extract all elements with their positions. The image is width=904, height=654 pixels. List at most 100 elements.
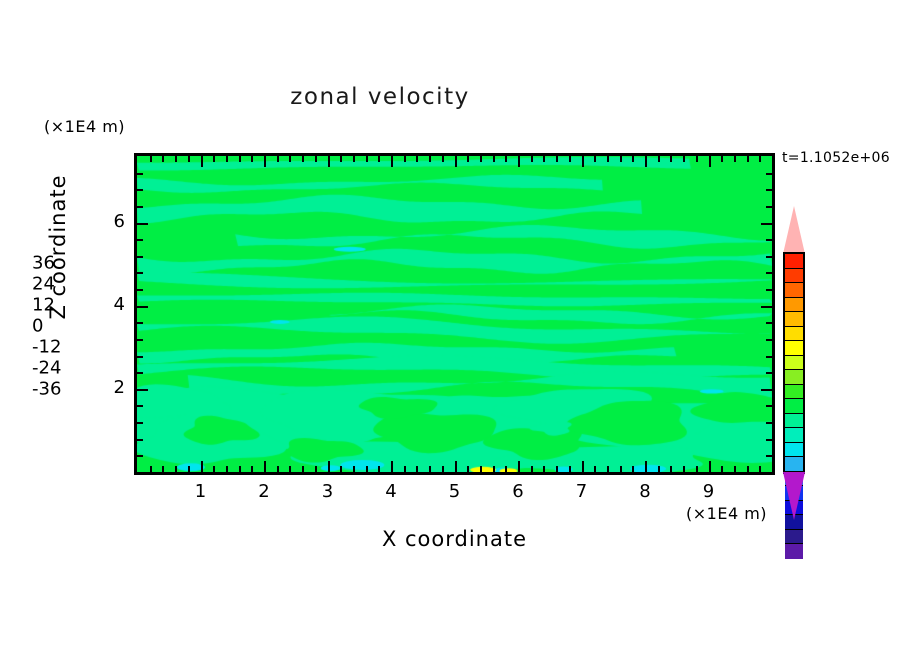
x-tick-label: 3 xyxy=(321,481,334,502)
x-minor-tick xyxy=(467,466,469,472)
x-minor-tick xyxy=(442,156,444,162)
y-minor-tick xyxy=(137,189,143,191)
y-minor-tick xyxy=(766,189,772,191)
x-minor-tick xyxy=(340,466,342,472)
x-minor-tick xyxy=(429,156,431,162)
x-major-tick xyxy=(518,156,520,167)
x-minor-tick xyxy=(315,466,317,472)
x-major-tick xyxy=(455,461,457,472)
x-minor-tick xyxy=(658,156,660,162)
x-minor-tick xyxy=(531,466,533,472)
x-minor-tick xyxy=(416,156,418,162)
x-minor-tick xyxy=(759,466,761,472)
x-minor-tick xyxy=(569,466,571,472)
x-minor-tick xyxy=(162,156,164,162)
x-minor-tick xyxy=(302,466,304,472)
colorbar-tick-label: 36 xyxy=(32,252,55,274)
x-minor-tick xyxy=(543,156,545,162)
x-minor-tick xyxy=(493,156,495,162)
x-minor-tick xyxy=(175,466,177,472)
colorbar-band xyxy=(785,283,803,298)
y-minor-tick xyxy=(137,439,143,441)
x-tick-label: 4 xyxy=(385,481,397,502)
x-axis-unit-label: (×1E4 m) xyxy=(686,504,768,523)
colorbar-band xyxy=(785,341,803,356)
x-tick-label: 6 xyxy=(512,481,524,502)
x-minor-tick xyxy=(480,466,482,472)
x-minor-tick xyxy=(505,156,507,162)
x-major-tick xyxy=(201,156,203,167)
colorbar-over-arrow xyxy=(783,206,805,254)
x-minor-tick xyxy=(543,466,545,472)
x-tick-label: 5 xyxy=(448,481,461,502)
x-major-tick xyxy=(709,461,711,472)
contour-plot-area xyxy=(134,153,775,475)
x-minor-tick xyxy=(747,466,749,472)
x-minor-tick xyxy=(696,156,698,162)
x-minor-tick xyxy=(670,156,672,162)
colorbar-tick-label: -12 xyxy=(32,336,62,358)
x-major-tick xyxy=(582,156,584,167)
x-major-tick xyxy=(582,461,584,472)
colorbar-band xyxy=(785,457,803,472)
x-minor-tick xyxy=(442,466,444,472)
y-minor-tick xyxy=(766,455,772,457)
y-major-tick xyxy=(137,223,148,225)
y-minor-tick xyxy=(766,439,772,441)
x-tick-label: 1 xyxy=(194,481,207,502)
x-minor-tick xyxy=(378,156,380,162)
y-minor-tick xyxy=(766,405,772,407)
x-minor-tick xyxy=(467,156,469,162)
colorbar-band xyxy=(785,326,803,341)
y-minor-tick xyxy=(137,339,143,341)
x-major-tick xyxy=(709,156,711,167)
y-minor-tick xyxy=(766,289,772,291)
x-minor-tick xyxy=(289,156,291,162)
x-major-tick xyxy=(645,461,647,472)
y-minor-tick xyxy=(137,322,143,324)
colorbar-band xyxy=(785,370,803,385)
x-minor-tick xyxy=(150,466,152,472)
y-minor-tick xyxy=(137,405,143,407)
x-minor-tick xyxy=(670,466,672,472)
x-minor-tick xyxy=(607,156,609,162)
y-tick-label: 6 xyxy=(113,210,125,232)
contour-field-canvas xyxy=(137,156,772,472)
x-major-tick xyxy=(518,461,520,472)
colorbar-tick-label: -36 xyxy=(32,378,62,400)
y-minor-tick xyxy=(766,206,772,208)
y-minor-tick xyxy=(766,173,772,175)
y-minor-tick xyxy=(766,372,772,374)
x-minor-tick xyxy=(594,156,596,162)
x-minor-tick xyxy=(632,156,634,162)
colorbar-band xyxy=(785,399,803,414)
y-axis-unit-label: (×1E4 m) xyxy=(44,117,126,136)
x-minor-tick xyxy=(251,156,253,162)
x-minor-tick xyxy=(366,156,368,162)
colorbar-tick-label: 24 xyxy=(32,273,55,295)
x-minor-tick xyxy=(416,466,418,472)
y-major-tick xyxy=(761,306,772,308)
colorbar-band xyxy=(785,297,803,312)
x-minor-tick xyxy=(607,466,609,472)
y-minor-tick xyxy=(137,239,143,241)
x-tick-label: 8 xyxy=(639,481,651,502)
y-minor-tick xyxy=(137,206,143,208)
y-minor-tick xyxy=(766,339,772,341)
colorbar-tick-label: 12 xyxy=(32,294,55,316)
y-major-tick xyxy=(137,389,148,391)
x-minor-tick xyxy=(277,466,279,472)
x-minor-tick xyxy=(747,156,749,162)
x-minor-tick xyxy=(251,466,253,472)
colorbar-band xyxy=(785,442,803,457)
colorbar-band xyxy=(785,529,803,544)
x-minor-tick xyxy=(340,156,342,162)
x-minor-tick xyxy=(429,466,431,472)
x-minor-tick xyxy=(315,156,317,162)
x-minor-tick xyxy=(150,156,152,162)
x-minor-tick xyxy=(734,466,736,472)
x-minor-tick xyxy=(480,156,482,162)
colorbar-bands xyxy=(783,252,805,559)
y-minor-tick xyxy=(137,372,143,374)
colorbar-band xyxy=(785,428,803,443)
